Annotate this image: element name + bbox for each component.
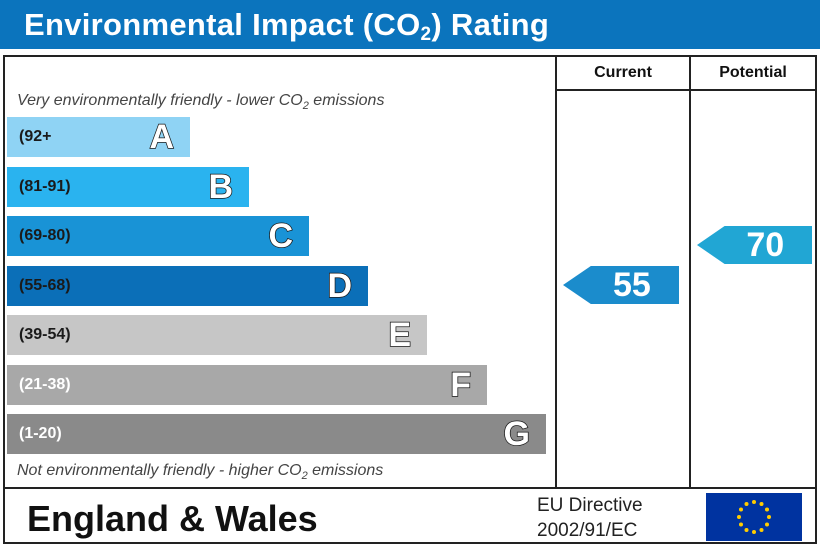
band-letter: G [503, 414, 531, 454]
band-d: (55-68) D [7, 266, 368, 306]
current-column-header: Current [594, 64, 652, 81]
eu-directive-line2: 2002/91/EC [537, 520, 638, 541]
current-rating-arrow: 55 [563, 266, 679, 304]
band-letter: C [268, 216, 294, 256]
eu-star [765, 522, 769, 527]
band-range-label: (21-38) [19, 376, 71, 393]
potential-arrow-shape [697, 226, 812, 264]
footer-rule [3, 487, 817, 489]
current-arrow-shape [563, 266, 679, 304]
band-letter: B [208, 167, 234, 207]
eu-star [744, 528, 749, 532]
region-label: England & Wales [27, 498, 318, 539]
current-rating-value: 55 [613, 266, 651, 304]
potential-rating-arrow: 70 [697, 226, 812, 264]
chart-title: Environmental Impact (CO2) Rating [0, 0, 820, 49]
eu-star [767, 515, 771, 519]
eu-star [765, 507, 769, 512]
band-a: (92+ A [7, 117, 190, 157]
eu-star [752, 500, 756, 504]
band-range-label: (81-91) [19, 178, 71, 195]
band-f: (21-38) F [7, 365, 487, 405]
band-letter: F [449, 365, 471, 405]
band-letter: D [327, 266, 353, 306]
eu-flag-icon [706, 493, 802, 541]
divider-current [555, 55, 557, 489]
band-range-label: (39-54) [19, 326, 71, 343]
band-c: (69-80) C [7, 216, 309, 256]
eu-directive: EU Directive 2002/91/EC [537, 493, 643, 543]
eu-star [759, 502, 764, 506]
eu-star [737, 515, 741, 519]
band-range-label: (92+ [19, 128, 52, 145]
potential-column-header: Potential [719, 64, 787, 81]
band-e: (39-54) E [7, 315, 427, 355]
eu-star [752, 530, 756, 534]
band-range-label: (1-20) [19, 425, 62, 442]
band-g: (1-20) G [7, 414, 546, 454]
eu-directive-line1: EU Directive [537, 495, 643, 516]
eu-star [739, 507, 743, 512]
top-caption: Very environmentally friendly - lower CO… [17, 92, 385, 113]
band-letter: A [149, 117, 175, 157]
eu-star [739, 522, 743, 527]
potential-rating-value: 70 [746, 226, 785, 264]
eu-star [759, 528, 764, 532]
bottom-caption: Not environmentally friendly - higher CO… [17, 462, 384, 483]
eu-star [744, 502, 749, 506]
band-letter: E [388, 315, 412, 355]
rating-frame [3, 55, 817, 544]
divider-potential [689, 55, 691, 489]
column-header-rule [555, 89, 817, 91]
band-range-label: (69-80) [19, 227, 71, 244]
band-range-label: (55-68) [19, 277, 71, 294]
band-b: (81-91) B [7, 167, 249, 207]
